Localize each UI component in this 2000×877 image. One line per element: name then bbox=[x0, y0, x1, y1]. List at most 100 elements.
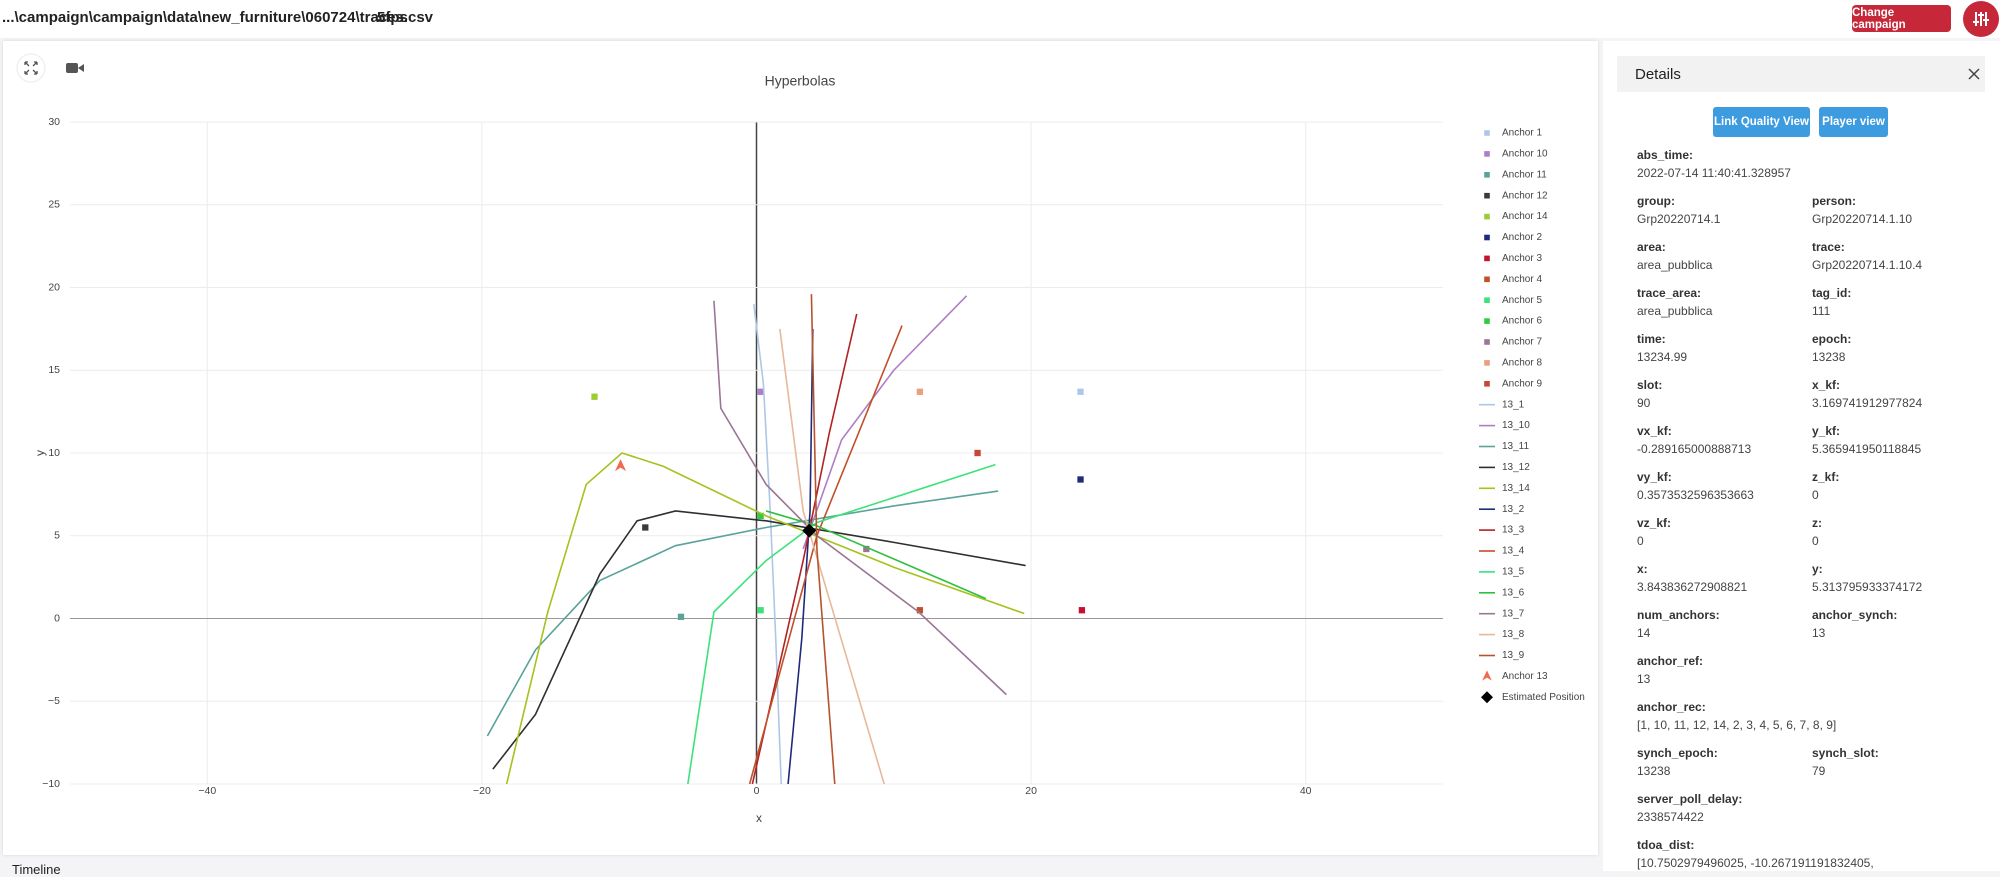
legend-swatch bbox=[1484, 130, 1490, 136]
field: synch_epoch: 13238 bbox=[1637, 746, 1812, 792]
field-row: x: 3.843836272908821 y: 5.313795933374172 bbox=[1637, 562, 1987, 608]
field-value: 13 bbox=[1812, 626, 1826, 640]
details-panel: Details Link Quality View Player view ab… bbox=[1603, 41, 2000, 871]
field-value: 3.169741912977824 bbox=[1812, 396, 1923, 410]
legend-swatch bbox=[1484, 276, 1490, 283]
field-row: synch_epoch: 13238 synch_slot: 79 bbox=[1637, 746, 1987, 792]
field-label: abs_time: bbox=[1637, 148, 1694, 162]
field-value: 2338574422 bbox=[1637, 810, 1704, 824]
grid bbox=[70, 121, 1443, 785]
field-label: tag_id: bbox=[1812, 286, 1852, 300]
settings-button[interactable] bbox=[1963, 1, 1999, 37]
field: z_kf: 0 bbox=[1812, 470, 1987, 516]
y-tick-label: −5 bbox=[48, 695, 60, 707]
field-label: x: bbox=[1637, 562, 1648, 576]
field-value: 0 bbox=[1637, 534, 1644, 548]
field: anchor_synch: 13 bbox=[1812, 608, 1987, 654]
x-tick-label: −20 bbox=[473, 785, 491, 797]
field: tdoa_dist: [10.7502979496025, -10.2671911… bbox=[1637, 838, 1987, 871]
field: vx_kf: -0.289165000888713 bbox=[1637, 424, 1812, 470]
legend-swatch bbox=[1484, 381, 1490, 387]
marker-square bbox=[1077, 476, 1084, 483]
field: synch_slot: 79 bbox=[1812, 746, 1987, 792]
marker-square bbox=[757, 388, 764, 395]
field: y_kf: 5.365941950118845 bbox=[1812, 424, 1987, 470]
player-view-button[interactable]: Player view bbox=[1819, 107, 1888, 137]
field-label: y: bbox=[1812, 562, 1823, 576]
field: trace: Grp20220714.1.10.4 bbox=[1812, 240, 1987, 286]
hyperbola bbox=[687, 463, 996, 784]
field-label: synch_slot: bbox=[1812, 746, 1879, 760]
legend-label: Anchor 14 bbox=[1502, 211, 1548, 222]
y-tick-label: 15 bbox=[48, 364, 60, 376]
field-row: vz_kf: 0 z: 0 bbox=[1637, 516, 1987, 562]
field: slot: 90 bbox=[1637, 378, 1812, 424]
field-value: Grp20220714.1 bbox=[1637, 212, 1721, 226]
hyperbola bbox=[752, 303, 783, 784]
field-label: anchor_rec: bbox=[1637, 700, 1706, 714]
field-row: server_poll_delay: 2338574422 bbox=[1637, 792, 1987, 838]
field-value: [10.7502979496025, -10.267191191832405, bbox=[1637, 856, 1874, 870]
field-row: num_anchors: 14 anchor_synch: 13 bbox=[1637, 608, 1987, 654]
field-value: 111 bbox=[1812, 304, 1831, 318]
field-row: abs_time: 2022-07-14 11:40:41.328957 bbox=[1637, 148, 1987, 194]
marker-square bbox=[863, 545, 870, 553]
marker-square bbox=[642, 524, 649, 531]
link-quality-button[interactable]: Link Quality View bbox=[1713, 107, 1810, 137]
legend-label: Anchor 5 bbox=[1502, 295, 1542, 306]
field-value: 14 bbox=[1637, 626, 1651, 640]
close-button[interactable] bbox=[1967, 67, 1981, 81]
field: vy_kf: 0.3573532596353663 bbox=[1637, 470, 1812, 516]
legend-label: Anchor 9 bbox=[1502, 378, 1542, 389]
field: area: area_pubblica bbox=[1637, 240, 1812, 286]
legend-label: Anchor 7 bbox=[1502, 337, 1542, 348]
legend-label: Estimated Position bbox=[1502, 692, 1585, 703]
marker-square bbox=[757, 607, 764, 614]
field-label: vy_kf: bbox=[1637, 470, 1672, 484]
legend-label: Anchor 2 bbox=[1502, 232, 1542, 243]
field: z: 0 bbox=[1812, 516, 1987, 562]
legend-label: 13_12 bbox=[1502, 462, 1530, 473]
field: time: 13234.99 bbox=[1637, 332, 1812, 378]
hyperbola bbox=[787, 328, 814, 784]
field-label: z: bbox=[1812, 516, 1822, 530]
fps: 5fps bbox=[377, 9, 408, 26]
hyperbola bbox=[810, 294, 836, 784]
field-value: 13 bbox=[1637, 672, 1651, 686]
field-label: group: bbox=[1637, 194, 1675, 208]
marker-square bbox=[1078, 607, 1086, 614]
legend-swatch bbox=[1484, 213, 1490, 220]
field: num_anchors: 14 bbox=[1637, 608, 1812, 654]
details-title: Details bbox=[1635, 66, 1681, 83]
field-label: trace: bbox=[1812, 240, 1845, 254]
field-label: vx_kf: bbox=[1637, 424, 1672, 438]
x-tick-label: 40 bbox=[1300, 785, 1312, 797]
legend-swatch bbox=[1484, 297, 1490, 303]
marker-square bbox=[916, 607, 924, 614]
field: epoch: 13238 bbox=[1812, 332, 1987, 378]
legend-label: 13_7 bbox=[1502, 608, 1525, 619]
legend-label: Anchor 10 bbox=[1502, 149, 1548, 160]
marker-square bbox=[757, 512, 764, 520]
legend-label: Anchor 4 bbox=[1502, 274, 1542, 285]
legend-label: Anchor 8 bbox=[1502, 358, 1542, 369]
y-tick-label: 5 bbox=[54, 530, 60, 542]
fullscreen-button[interactable] bbox=[16, 53, 46, 83]
x-tick-label: 20 bbox=[1025, 785, 1037, 797]
record-button[interactable] bbox=[66, 63, 84, 73]
field-value: area_pubblica bbox=[1637, 258, 1713, 272]
details-fields: abs_time: 2022-07-14 11:40:41.328957 group… bbox=[1637, 148, 1987, 871]
marker-diamond bbox=[802, 523, 817, 538]
field: server_poll_delay: 2338574422 bbox=[1637, 792, 1987, 838]
field-label: vz_kf: bbox=[1637, 516, 1672, 530]
field-value: 0 bbox=[1812, 534, 1819, 548]
hyperbola bbox=[505, 452, 1025, 784]
change-campaign-button[interactable]: Change campaign bbox=[1852, 5, 1951, 32]
legend-swatch bbox=[1484, 318, 1490, 324]
legend-label: 13_1 bbox=[1502, 399, 1525, 410]
field: vz_kf: 0 bbox=[1637, 516, 1812, 562]
field-label: synch_epoch: bbox=[1637, 746, 1718, 760]
field: abs_time: 2022-07-14 11:40:41.328957 bbox=[1637, 148, 1987, 194]
field-value: area_pubblica bbox=[1637, 304, 1713, 318]
legend-label: Anchor 12 bbox=[1502, 190, 1548, 201]
